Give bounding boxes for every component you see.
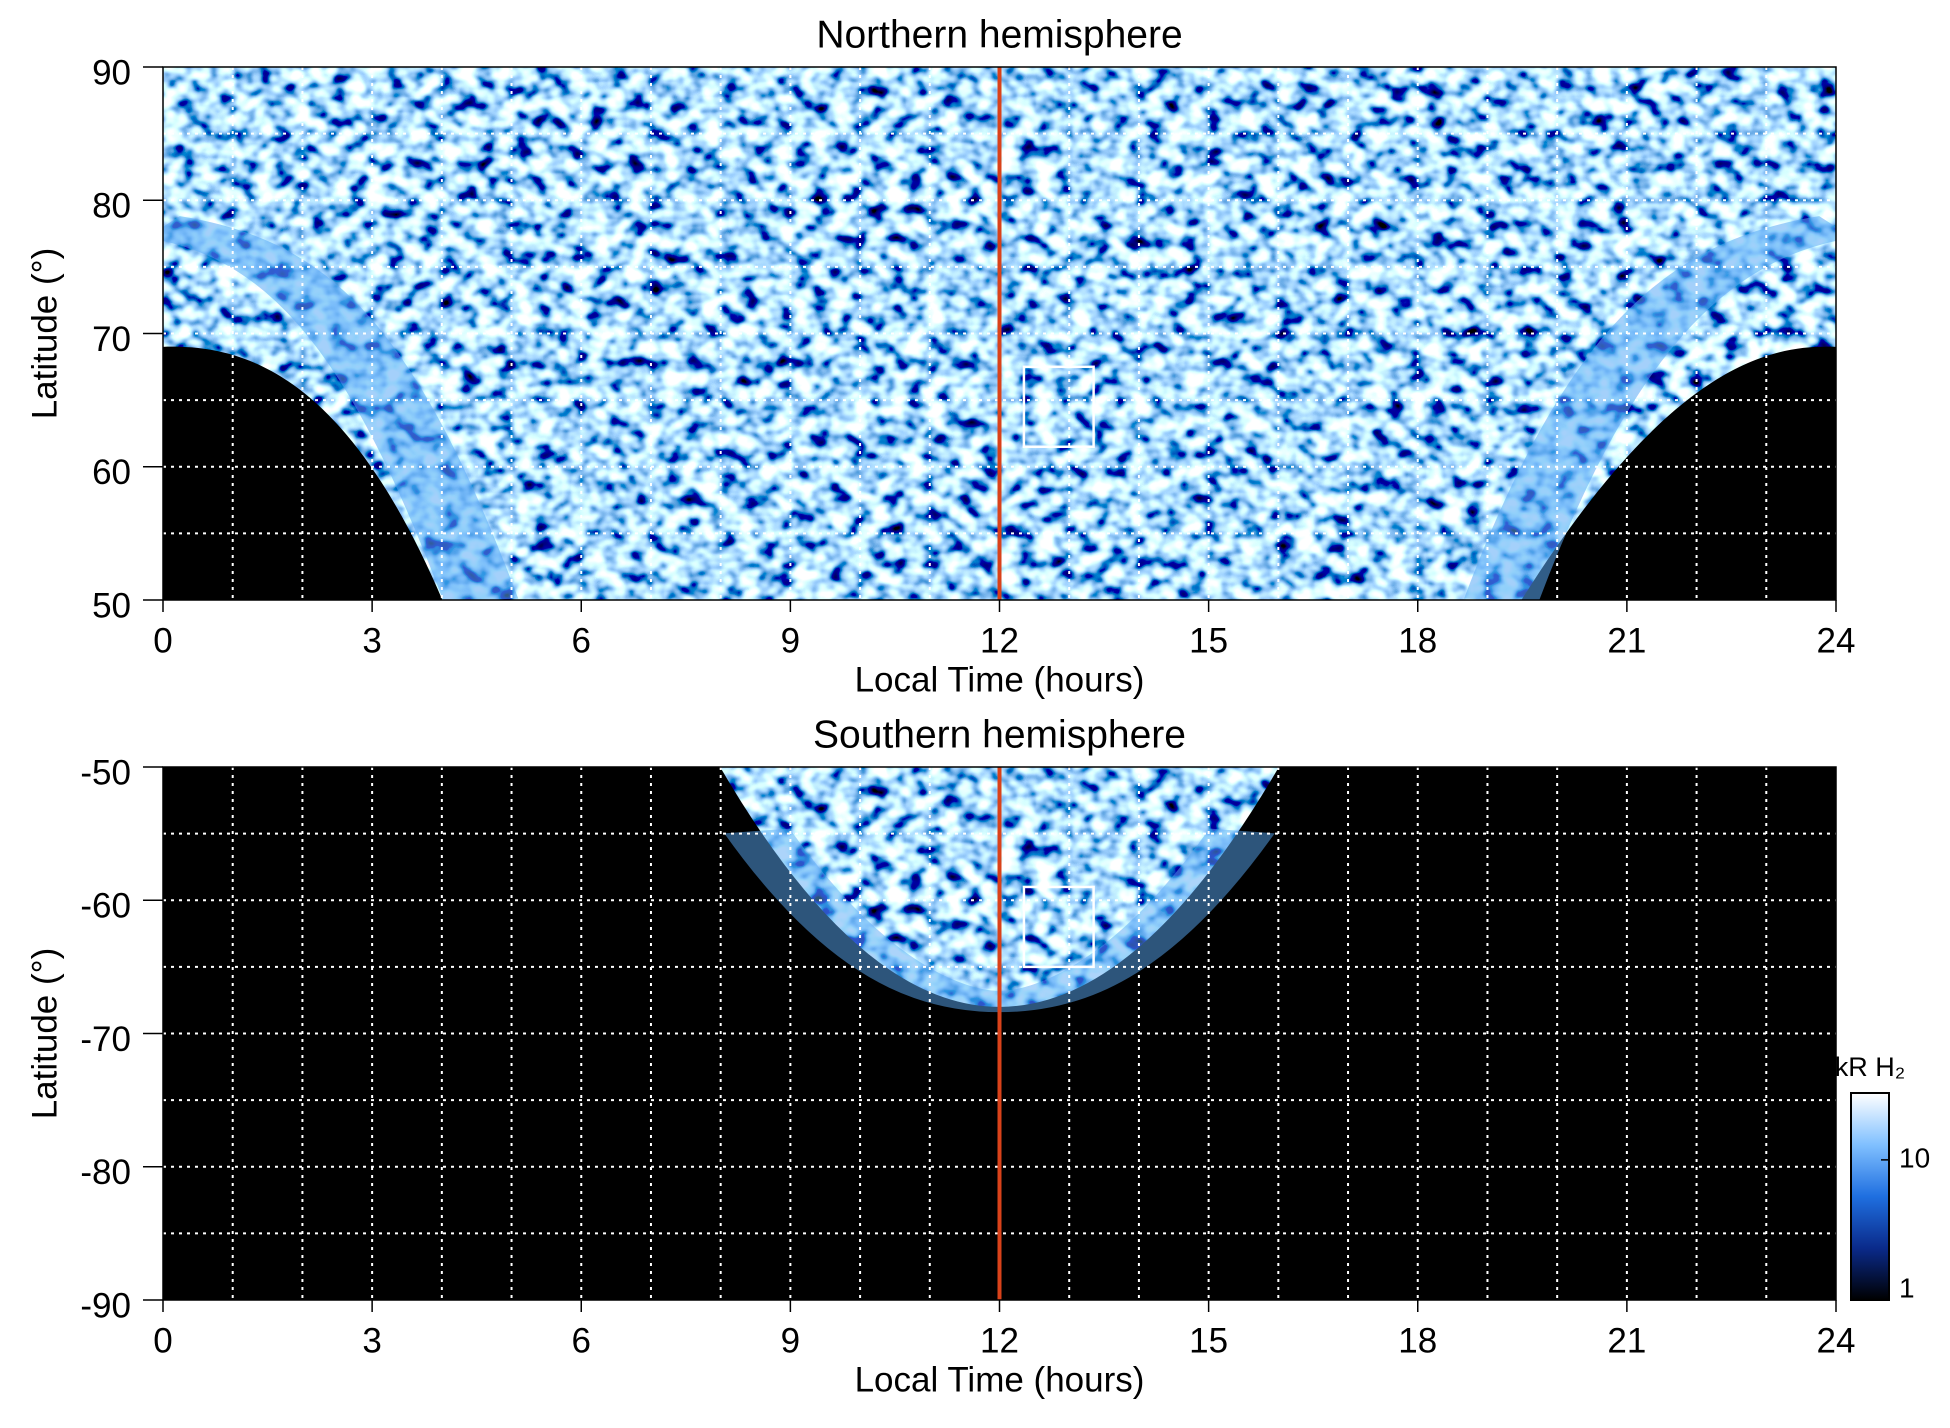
x-tick-label: 21 [1607, 1321, 1646, 1360]
chart-title: Northern hemisphere [816, 13, 1182, 56]
y-tick-label: -50 [80, 753, 131, 792]
x-tick-label: 3 [362, 1321, 381, 1360]
y-tick-label: -80 [80, 1153, 131, 1192]
x-tick-label: 24 [1817, 621, 1856, 660]
y-tick-label: -70 [80, 1020, 131, 1059]
y-tick-label: 80 [92, 187, 131, 226]
colorbar [1850, 1092, 1890, 1301]
x-tick-label: 6 [572, 1321, 591, 1360]
y-tick-label: 50 [92, 586, 131, 625]
region-box [1022, 885, 1095, 969]
x-tick-label: 3 [362, 621, 381, 660]
x-tick-label: 9 [781, 621, 800, 660]
x-tick-label: 9 [781, 1321, 800, 1360]
colorbar-tick-label: 1 [1899, 1272, 1915, 1303]
x-axis-title: Local Time (hours) [855, 1360, 1145, 1399]
x-tick-label: 15 [1189, 1321, 1228, 1360]
y-tick-label: 70 [92, 320, 131, 359]
x-tick-label: 24 [1817, 1321, 1856, 1360]
x-tick-label: 12 [980, 1321, 1019, 1360]
x-tick-label: 12 [980, 621, 1019, 660]
y-tick-label: 90 [92, 53, 131, 92]
x-tick-label: 18 [1398, 1321, 1437, 1360]
y-tick-label: -60 [80, 887, 131, 926]
region-box [1022, 365, 1095, 449]
x-tick-label: 0 [153, 621, 172, 660]
x-tick-label: 15 [1189, 621, 1228, 660]
colorbar-label: kR H₂ [1835, 1052, 1905, 1082]
y-tick-label: 60 [92, 453, 131, 492]
colorbar-tick-label: 10 [1899, 1142, 1930, 1173]
y-axis-title: Latitude (°) [25, 948, 64, 1120]
x-tick-label: 0 [153, 1321, 172, 1360]
chart-title: Southern hemisphere [813, 713, 1186, 756]
x-tick-label: 6 [572, 621, 591, 660]
y-tick-label: -90 [80, 1286, 131, 1325]
y-axis-title: Latitude (°) [25, 248, 64, 420]
x-tick-label: 18 [1398, 621, 1437, 660]
x-tick-label: 21 [1607, 621, 1646, 660]
x-axis-title: Local Time (hours) [855, 660, 1145, 699]
